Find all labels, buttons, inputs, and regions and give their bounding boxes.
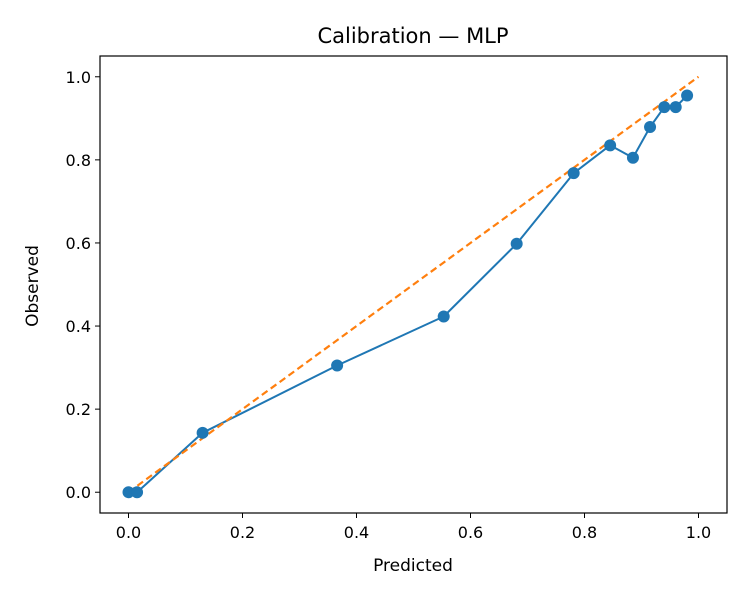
x-tick-label: 0.6 — [458, 523, 483, 542]
x-tick-label: 0.8 — [572, 523, 597, 542]
calibration-point — [681, 89, 694, 102]
x-axis-label: Predicted — [373, 556, 453, 576]
x-tick-label: 0.4 — [344, 523, 369, 542]
axes-frame — [99, 55, 728, 514]
y-tick-label: 0.0 — [66, 483, 91, 502]
y-tick-label: 0.2 — [66, 400, 91, 419]
calibration-point — [437, 310, 450, 323]
perfect-calibration-line — [127, 75, 700, 494]
calibration-point — [644, 121, 657, 134]
x-tick-label: 1.0 — [686, 523, 711, 542]
x-axis: 0.0 0.2 0.4 0.6 0.8 1.0 — [116, 513, 711, 542]
calibration-point — [604, 139, 617, 152]
y-axis-label: Observed — [23, 245, 43, 327]
calibration-point — [196, 426, 209, 439]
calibration-point — [669, 101, 682, 114]
chart-title: Calibration — MLP — [317, 24, 508, 48]
x-tick-label: 0.0 — [116, 523, 141, 542]
y-tick-label: 0.8 — [66, 151, 91, 170]
calibration-point — [658, 101, 671, 114]
calibration-point — [510, 237, 523, 250]
calibration-point — [331, 359, 344, 372]
calibration-point — [626, 151, 639, 164]
calibration-point — [122, 486, 135, 499]
y-tick-label: 0.4 — [66, 317, 91, 336]
x-tick-label: 0.2 — [230, 523, 255, 542]
y-axis: 0.0 0.2 0.4 0.6 0.8 1.0 — [66, 68, 100, 502]
y-tick-label: 1.0 — [66, 68, 91, 87]
plot-area — [122, 75, 700, 499]
y-tick-label: 0.6 — [66, 234, 91, 253]
calibration-point — [131, 486, 144, 499]
calibration-point — [567, 167, 580, 180]
